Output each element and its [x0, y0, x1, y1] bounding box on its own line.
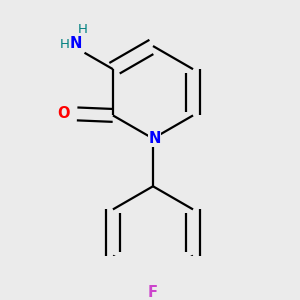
Text: H: H	[78, 23, 88, 36]
Text: N: N	[69, 36, 82, 51]
Text: O: O	[57, 106, 70, 122]
Text: H: H	[60, 38, 70, 51]
Text: N: N	[148, 131, 161, 146]
Text: F: F	[148, 285, 158, 300]
